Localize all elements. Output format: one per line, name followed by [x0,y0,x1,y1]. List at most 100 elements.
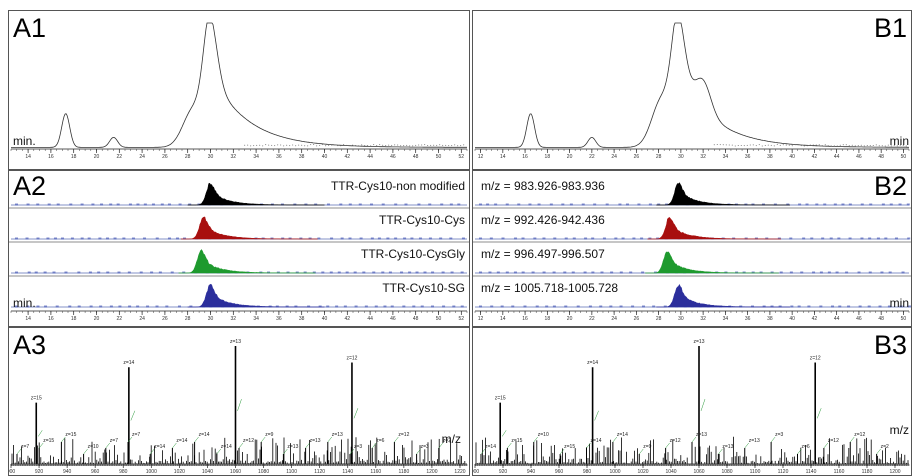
tick-label: 24 [139,316,145,322]
minor-peak-label-7: z=14 [176,438,187,444]
baseline-dot [265,144,267,146]
baseline-marker [44,305,48,308]
baseline-marker [552,305,556,308]
minor-peak-label-6: z=14 [154,444,165,450]
baseline-dot [376,145,378,147]
label-leader [130,410,136,421]
tick-label: 1040 [665,469,676,475]
baseline-dot [713,144,715,146]
baseline-marker [610,271,614,274]
baseline-marker [155,305,159,308]
baseline-marker [46,237,50,240]
axis-unit-label: min. [13,296,36,310]
baseline-dot [310,144,312,146]
baseline-dot [361,144,363,146]
baseline-marker [293,203,297,206]
baseline-marker [178,203,182,206]
baseline-dot [295,145,297,147]
baseline-marker [549,203,553,206]
baseline-marker [87,237,91,240]
baseline-marker [576,305,580,308]
minor-peak-label-1: z=15 [43,438,54,444]
tick-label: 30 [208,154,214,160]
baseline-marker [496,271,500,274]
axis-unit-label: min. [13,134,36,148]
baseline-marker [513,271,517,274]
baseline-dot [791,145,793,147]
tick-label: 44 [367,316,373,322]
tick-label: 40 [789,316,795,322]
baseline-marker [841,203,845,206]
baseline-marker [117,271,121,274]
baseline-marker [494,203,498,206]
baseline-marker [531,271,535,274]
baseline-marker [394,237,398,240]
baseline-marker [479,305,482,308]
baseline-dot [734,145,736,147]
tick-label: 28 [185,154,191,160]
baseline-dot [797,144,799,146]
baseline-dot [872,145,874,147]
baseline-marker [888,271,892,274]
baseline-marker [461,237,465,240]
baseline-marker [563,271,567,274]
baseline-dot [857,145,859,147]
baseline-marker [177,305,181,308]
tick-label: 26 [634,154,640,160]
baseline-dot [773,145,775,147]
baseline-marker [136,203,140,206]
tick-label: 38 [299,316,305,322]
baseline-marker [887,305,891,308]
label-leader [816,408,822,419]
baseline-dot [902,144,904,146]
baseline-marker [143,203,147,206]
label-leader [594,410,599,421]
baseline-dot [881,145,883,147]
baseline-dot [349,145,351,147]
baseline-marker [569,203,573,206]
minor-peak-label-12: z=13 [287,444,298,450]
baseline-marker [139,271,143,274]
baseline-marker [802,237,806,240]
baseline-marker [656,237,660,240]
label-leader [700,399,706,411]
tick-label: 1020 [174,469,185,475]
baseline-marker [354,305,358,308]
baseline-marker [15,237,18,240]
minor-peak-label-11: z=9 [265,432,273,438]
minor-leader [172,442,177,449]
baseline-dot [319,144,321,146]
tick-label: 52 [459,154,465,160]
tick-label: 38 [299,154,305,160]
tick-label: 16 [522,316,528,322]
baseline-dot [905,145,907,147]
baseline-marker [182,271,186,274]
minor-peak-label-17: z=12 [398,432,409,438]
baseline-marker [369,203,373,206]
baseline-dot [268,144,270,146]
tick-label: 14 [25,316,31,322]
baseline-marker [521,271,525,274]
baseline-marker [807,305,811,308]
tick-label: 20 [94,154,100,160]
tick-label: 30 [208,316,214,322]
baseline-dot [382,144,384,146]
tick-label: 44 [367,154,373,160]
baseline-dot [460,145,462,147]
baseline-marker [751,203,755,206]
baseline-marker [294,305,298,308]
baseline-marker [53,237,57,240]
baseline-marker [55,305,59,308]
minor-peak-label-14: z=13 [332,432,343,438]
baseline-marker [136,305,140,308]
tick-label: 44 [834,316,840,322]
baseline-dot [340,145,342,147]
baseline-marker [479,237,482,240]
minor-leader [238,442,244,449]
baseline-marker [381,203,385,206]
baseline-marker [868,237,872,240]
baseline-dot [430,144,432,146]
baseline-marker [122,237,126,240]
baseline-marker [754,237,758,240]
